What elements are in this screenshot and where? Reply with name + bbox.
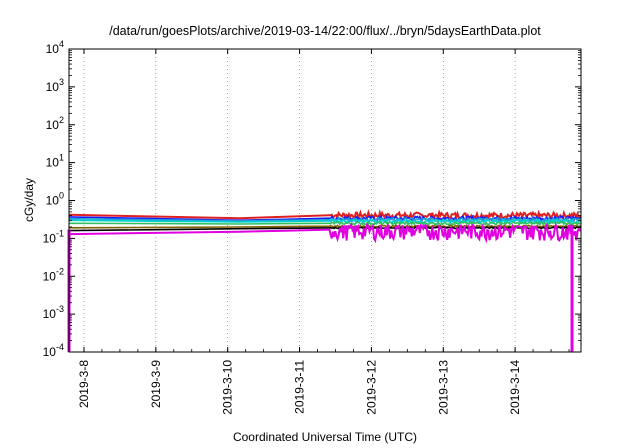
y-tick-label: 10-1 [43, 228, 64, 245]
x-tick-label: 2019-3-13 [436, 360, 450, 415]
x-axis-label: Coordinated Universal Time (UTC) [233, 430, 417, 444]
y-tick-label: 103 [46, 77, 64, 94]
x-tick-label: 2019-3-8 [77, 360, 91, 408]
grid-lines [83, 49, 516, 352]
series-line [68, 217, 582, 225]
y-tick-label: 101 [46, 153, 64, 170]
series-line [68, 214, 582, 223]
x-axis: 2019-3-8 2019-3-9 2019-3-10 2019-3-11 2019-3… [77, 49, 570, 415]
y-tick-label: 10-2 [43, 266, 64, 283]
chart-title: /data/run/goesPlots/archive/2019-03-14/2… [109, 24, 541, 38]
y-axis-label: cGy/day [22, 178, 36, 222]
x-tick-label: 2019-3-11 [293, 360, 307, 414]
y-tick-label: 102 [46, 115, 64, 132]
series-layer [67, 208, 582, 352]
plot-frame [68, 48, 582, 353]
x-tick-label: 2019-3-14 [508, 360, 522, 415]
series-line [68, 220, 582, 227]
y-tick-label: 10-3 [43, 304, 64, 321]
x-tick-label: 2019-3-12 [364, 360, 378, 415]
series-line [68, 226, 582, 232]
y-tick-label: 10-4 [43, 342, 64, 359]
x-tick-label: 2019-3-10 [221, 360, 235, 415]
y-axis: 104 103 102 101 100 10-1 10-2 10-3 10-4 [43, 39, 581, 359]
y-tick-label: 104 [46, 39, 64, 56]
series-line [68, 208, 582, 222]
series-line [68, 221, 582, 244]
y-tick-label: 100 [46, 191, 64, 208]
x-tick-label: 2019-3-9 [149, 360, 163, 408]
